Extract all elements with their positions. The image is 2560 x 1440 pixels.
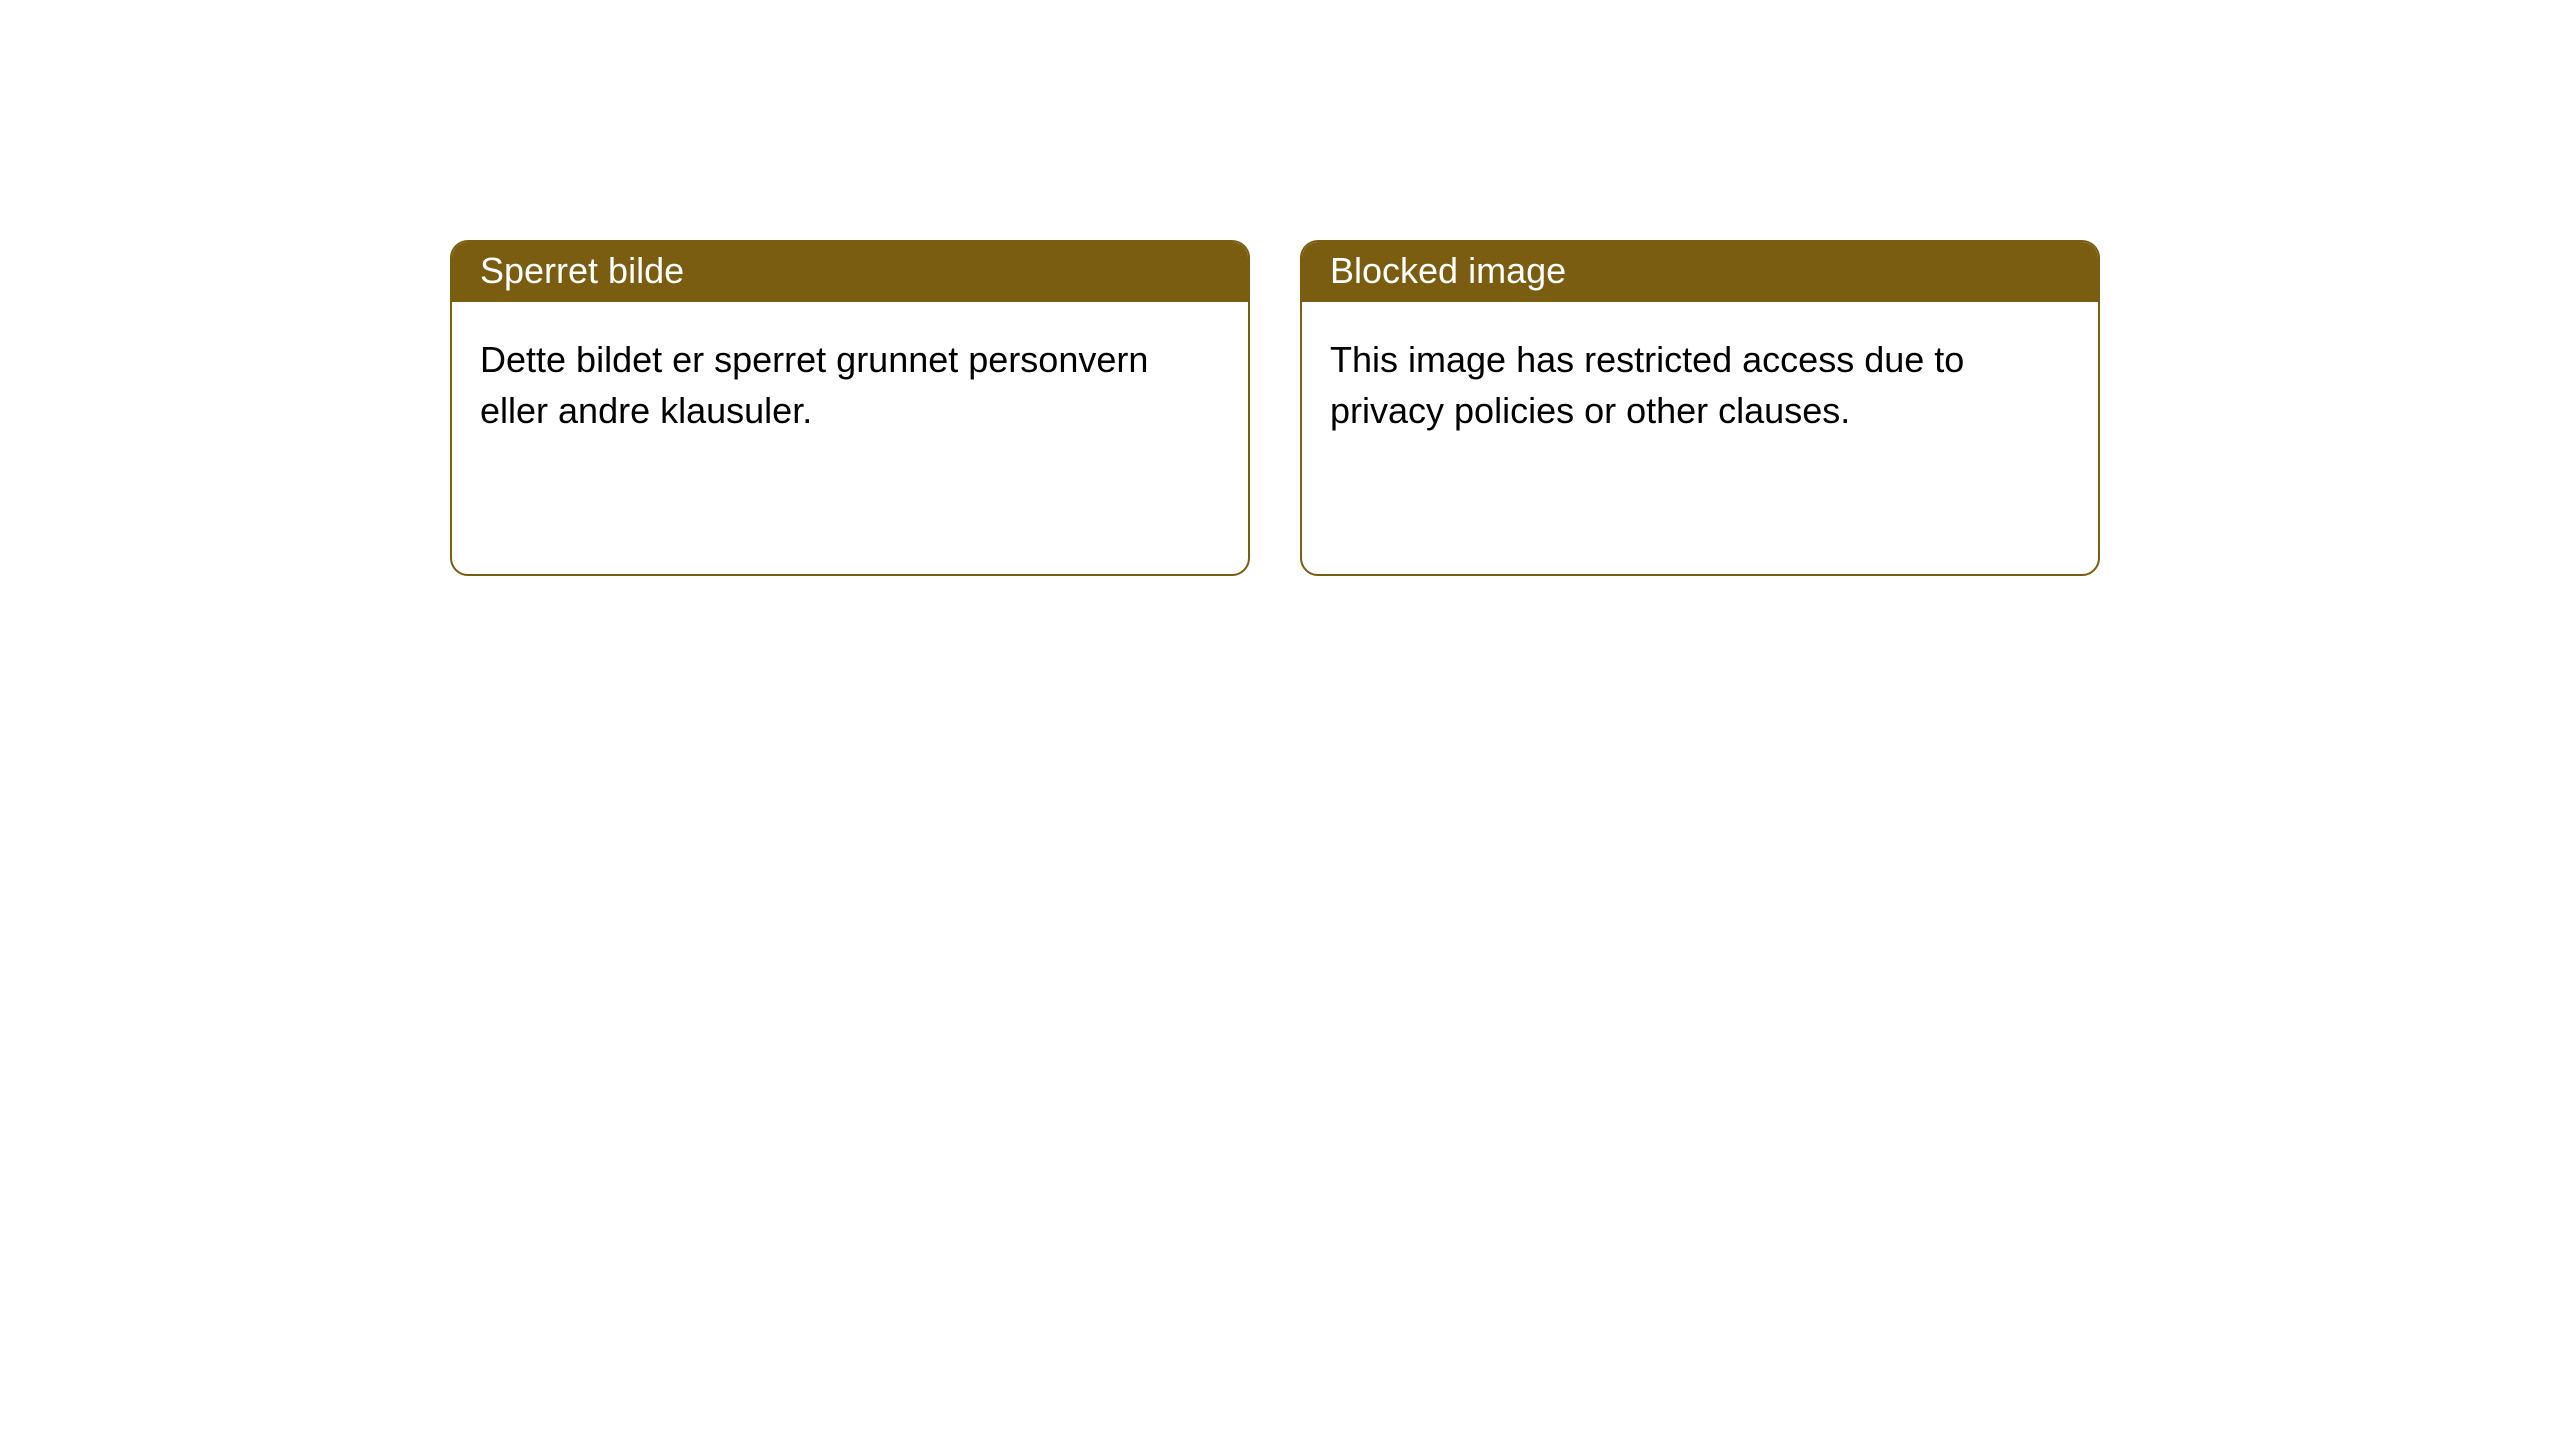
notice-header-norwegian: Sperret bilde (452, 242, 1248, 302)
notices-container: Sperret bilde Dette bildet er sperret gr… (0, 0, 2560, 576)
notice-body-norwegian: Dette bildet er sperret grunnet personve… (452, 302, 1248, 468)
notice-english: Blocked image This image has restricted … (1300, 240, 2100, 576)
notice-header-english: Blocked image (1302, 242, 2098, 302)
notice-body-english: This image has restricted access due to … (1302, 302, 2098, 468)
notice-norwegian: Sperret bilde Dette bildet er sperret gr… (450, 240, 1250, 576)
